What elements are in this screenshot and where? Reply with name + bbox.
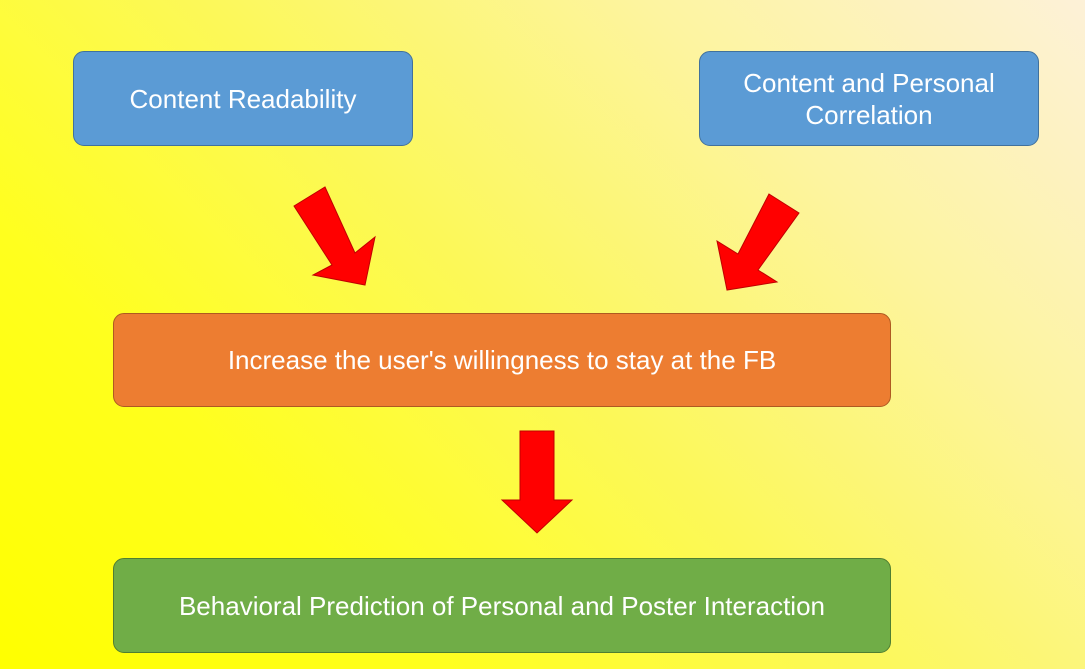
increase-willingness-box: Increase the user's willingness to stay … (113, 313, 891, 407)
content-personal-correlation-label: Content and Personal Correlation (743, 67, 995, 130)
behavioral-prediction-label: Behavioral Prediction of Personal and Po… (178, 590, 826, 621)
content-readability-label: Content Readability (129, 83, 357, 114)
behavioral-prediction-box: Behavioral Prediction of Personal and Po… (113, 558, 891, 653)
increase-willingness-label: Increase the user's willingness to stay … (227, 345, 777, 375)
content-readability-box: Content Readability (73, 51, 413, 146)
arrow-readability-to-willingness (293, 186, 376, 286)
arrow-willingness-to-prediction (500, 430, 574, 534)
arrow-correlation-to-willingness (716, 193, 800, 291)
content-personal-correlation-box: Content and Personal Correlation (699, 51, 1039, 146)
